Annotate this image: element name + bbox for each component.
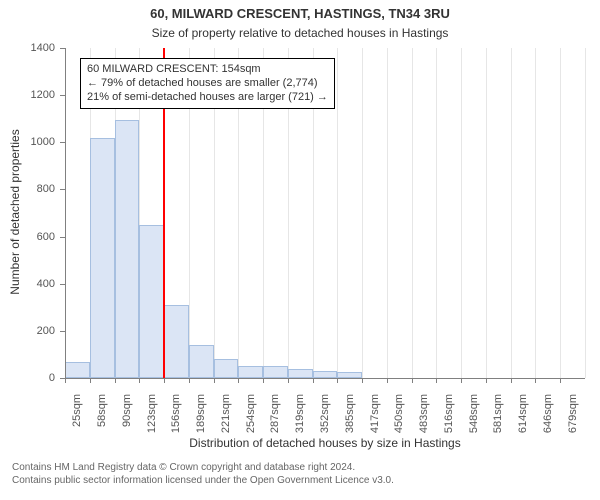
x-tick-label: 450sqm	[393, 394, 405, 444]
x-gridline	[560, 48, 561, 378]
x-tick-label: 581sqm	[492, 394, 504, 444]
footer-text: Contains HM Land Registry data © Crown c…	[0, 462, 600, 487]
x-tick-label: 614sqm	[517, 394, 529, 444]
bar	[189, 345, 214, 378]
x-tick-label: 25sqm	[71, 394, 83, 444]
x-tick-label: 548sqm	[468, 394, 480, 444]
x-tick-label: 417sqm	[369, 394, 381, 444]
x-gridline	[585, 48, 586, 378]
x-axis-line	[65, 378, 585, 379]
x-tick-label: 483sqm	[418, 394, 430, 444]
x-tick-label: 90sqm	[121, 394, 133, 444]
bar	[263, 366, 288, 378]
x-tick-label: 156sqm	[170, 394, 182, 444]
bar	[238, 366, 263, 378]
x-tick-label: 221sqm	[220, 394, 232, 444]
y-tick-label: 400	[0, 278, 55, 290]
bar	[115, 120, 140, 378]
x-tick-label: 385sqm	[344, 394, 356, 444]
x-gridline	[412, 48, 413, 378]
y-tick-label: 600	[0, 231, 55, 243]
x-gridline	[461, 48, 462, 378]
x-tick-label: 287sqm	[269, 394, 281, 444]
bar	[139, 225, 164, 378]
x-tick-label: 189sqm	[195, 394, 207, 444]
x-gridline	[486, 48, 487, 378]
annotation-box: 60 MILWARD CRESCENT: 154sqm← 79% of deta…	[80, 58, 335, 109]
bar	[214, 359, 239, 378]
bar	[164, 305, 189, 378]
bar	[313, 371, 338, 378]
x-gridline	[535, 48, 536, 378]
x-gridline	[387, 48, 388, 378]
chart-title: 60, MILWARD CRESCENT, HASTINGS, TN34 3RU	[0, 6, 600, 21]
annotation-line: 21% of semi-detached houses are larger (…	[87, 91, 328, 105]
x-tick-label: 679sqm	[567, 394, 579, 444]
x-tick-label: 352sqm	[319, 394, 331, 444]
annotation-line: ← 79% of detached houses are smaller (2,…	[87, 77, 328, 91]
bar	[288, 369, 313, 378]
x-tick-label: 254sqm	[245, 394, 257, 444]
y-tick-label: 1000	[0, 136, 55, 148]
y-tick-label: 0	[0, 372, 55, 384]
annotation-line: 60 MILWARD CRESCENT: 154sqm	[87, 63, 328, 77]
footer-line: Contains public sector information licen…	[0, 475, 600, 488]
x-tick-label: 646sqm	[542, 394, 554, 444]
y-tick-label: 1400	[0, 42, 55, 54]
chart-subtitle: Size of property relative to detached ho…	[0, 26, 600, 40]
x-gridline	[362, 48, 363, 378]
y-tick-label: 1200	[0, 89, 55, 101]
x-tick-label: 516sqm	[443, 394, 455, 444]
bar	[65, 362, 90, 379]
x-tick-label: 58sqm	[96, 394, 108, 444]
chart-container: 60, MILWARD CRESCENT, HASTINGS, TN34 3RU…	[0, 0, 600, 500]
x-tick-label: 123sqm	[146, 394, 158, 444]
y-axis-line	[65, 48, 66, 378]
x-gridline	[436, 48, 437, 378]
y-tick-label: 800	[0, 183, 55, 195]
x-gridline	[337, 48, 338, 378]
y-tick-label: 200	[0, 325, 55, 337]
footer-line: Contains HM Land Registry data © Crown c…	[0, 462, 600, 475]
x-gridline	[511, 48, 512, 378]
bar	[90, 138, 115, 378]
x-tick-label: 319sqm	[294, 394, 306, 444]
